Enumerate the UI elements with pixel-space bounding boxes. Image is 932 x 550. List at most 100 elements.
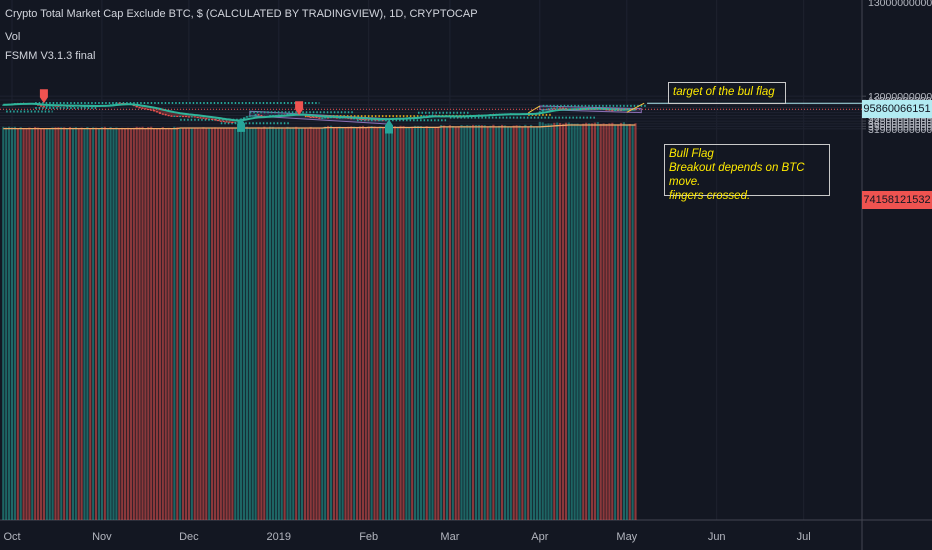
volume-bar xyxy=(353,126,356,520)
bull-flag-annotation[interactable]: Bull Flag Breakout depends on BTC move. … xyxy=(664,144,830,202)
volume-bar xyxy=(240,128,243,520)
volume-bar xyxy=(298,128,301,520)
signal-markers xyxy=(39,89,393,134)
volume-bar xyxy=(63,127,66,520)
volume-bar xyxy=(211,127,214,520)
candle-body xyxy=(373,119,376,121)
target-price-tag: 95860066151 xyxy=(862,100,932,118)
volume-bar xyxy=(553,122,556,521)
candle-body xyxy=(45,105,48,107)
volume-bar xyxy=(170,128,173,520)
volume-bar xyxy=(269,126,272,520)
volume-bar xyxy=(385,127,388,521)
volume-bar xyxy=(547,123,550,521)
bull-flag-hope: fingers crossed. xyxy=(669,190,751,202)
volume-bar xyxy=(237,128,240,520)
candle-body xyxy=(422,115,425,117)
volume-bar xyxy=(324,126,327,521)
candle-body xyxy=(335,117,338,119)
buy-signal-marker xyxy=(237,117,246,132)
candle-body xyxy=(544,109,547,111)
volume-bar xyxy=(416,125,420,520)
volume-bar xyxy=(141,126,144,521)
volume-bar xyxy=(106,127,109,520)
volume-bar xyxy=(602,123,605,521)
candle-body xyxy=(222,121,225,123)
candle-body xyxy=(350,118,353,120)
volume-bar xyxy=(440,124,443,521)
candle-body xyxy=(251,115,254,117)
ma-line xyxy=(3,102,636,122)
volume-bar xyxy=(588,123,591,521)
volume-bar xyxy=(300,127,304,520)
candle-body xyxy=(245,116,248,118)
volume-bar xyxy=(335,126,338,521)
volume-bars xyxy=(2,121,637,521)
volume-bar xyxy=(358,126,362,521)
candle-body xyxy=(559,107,562,109)
volume-bar xyxy=(121,127,124,520)
volume-bar xyxy=(532,126,536,521)
volume-bar xyxy=(68,126,72,521)
volume-bar xyxy=(393,126,396,520)
volume-bar xyxy=(77,127,80,520)
volume-bar xyxy=(454,126,457,520)
candle-body xyxy=(358,118,362,120)
volume-bar xyxy=(472,124,475,520)
candle-body xyxy=(144,108,147,110)
volume-bar xyxy=(341,127,344,520)
candle-body xyxy=(370,119,373,121)
volume-bar xyxy=(83,128,86,521)
volume-bar xyxy=(10,127,14,520)
volume-bar xyxy=(184,128,188,520)
volume-bar xyxy=(338,126,341,520)
time-tick-label: May xyxy=(616,531,637,543)
volume-bar xyxy=(376,127,379,520)
indicator-vol-label[interactable]: Vol xyxy=(5,31,21,43)
volume-bar xyxy=(515,125,518,520)
moving-average-line xyxy=(3,102,636,123)
indicator-fsmm-label[interactable]: FSMM V3.1.3 final xyxy=(5,50,96,62)
candle-body xyxy=(617,110,620,112)
price-tick-label: 44500000000 xyxy=(868,116,932,128)
volume-bar xyxy=(619,122,623,521)
volume-bar xyxy=(402,125,405,521)
volume-bar xyxy=(332,127,335,521)
volume-bar xyxy=(524,124,527,520)
volume-bar xyxy=(492,124,495,520)
volume-bar xyxy=(445,126,449,521)
target-annotation[interactable]: target of the bul flag xyxy=(668,82,786,104)
candle-body xyxy=(614,110,617,112)
volume-bar xyxy=(437,126,440,521)
candle-body xyxy=(428,115,431,117)
volume-bar xyxy=(518,125,521,520)
volume-bar xyxy=(582,123,585,520)
volume-bar xyxy=(129,127,132,520)
candle-body xyxy=(237,121,240,123)
volume-bar xyxy=(611,122,614,520)
volume-bar xyxy=(295,126,298,520)
candle-body xyxy=(211,118,214,120)
price-tick-label: 130000000000 xyxy=(868,0,932,9)
candle-body xyxy=(176,115,179,117)
volume-bar xyxy=(16,128,19,520)
volume-bar xyxy=(51,127,54,520)
volume-bar xyxy=(344,127,347,521)
volume-bar xyxy=(382,127,385,521)
volume-bar xyxy=(8,126,11,520)
candle-body xyxy=(213,119,217,121)
volume-bar xyxy=(251,128,254,521)
candle-body xyxy=(321,117,324,119)
volume-bar xyxy=(411,127,414,520)
candle-body xyxy=(199,117,202,119)
candle-body xyxy=(202,117,205,119)
volume-bar xyxy=(466,125,469,520)
volume-bar xyxy=(74,127,77,521)
volume-bar xyxy=(260,128,263,520)
volume-bar xyxy=(274,128,277,520)
volume-bar xyxy=(2,126,5,520)
candle-body xyxy=(115,102,118,105)
volume-bar xyxy=(457,126,460,520)
volume-bar xyxy=(289,127,292,520)
